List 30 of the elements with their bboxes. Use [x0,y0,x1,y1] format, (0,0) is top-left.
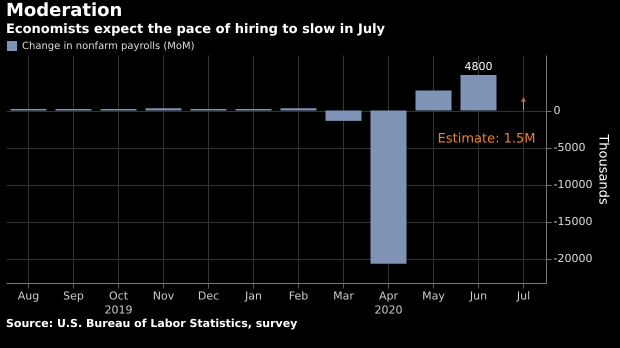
x-tick-label: Jul [516,290,530,302]
y-tick-label: 0 [554,104,560,118]
bar [146,108,182,111]
bar [280,108,316,111]
bar [326,110,362,121]
x-tick-label: Jan [244,290,262,302]
y-axis-title: Thousands [595,133,610,205]
y-tick-label: -20000 [554,252,592,266]
chart-subtitle: Economists expect the pace of hiring to slow in July [6,22,386,37]
x-tick-label: Apr 2020 [374,290,402,316]
y-tick-label: -15000 [554,215,592,228]
bar [416,90,452,111]
x-tick-label: Feb [288,290,308,302]
x-tick-label: Dec [198,290,220,302]
x-tick-label: Nov [152,290,175,302]
y-tick-label: -10000 [554,178,592,192]
chart-title: Moderation [6,0,122,21]
x-tick-label: Jun [468,290,488,302]
annotation: Estimate: 1.5M [438,132,536,147]
x-tick-label: May [422,290,446,302]
bar [370,110,406,264]
x-tick-label: Aug [18,290,40,302]
legend-label: Change in nonfarm payrolls (MoM) [22,41,195,52]
bar [460,74,496,111]
data-label: 4800 [464,60,492,73]
x-tick-label: Sep [63,290,84,302]
source-note: Source: U.S. Bureau of Labor Statistics, survey [5,317,298,330]
y-tick-label: -5000 [554,141,586,154]
x-tick-label: Oct 2019 [104,290,132,316]
x-tick-label: Mar [333,290,354,302]
